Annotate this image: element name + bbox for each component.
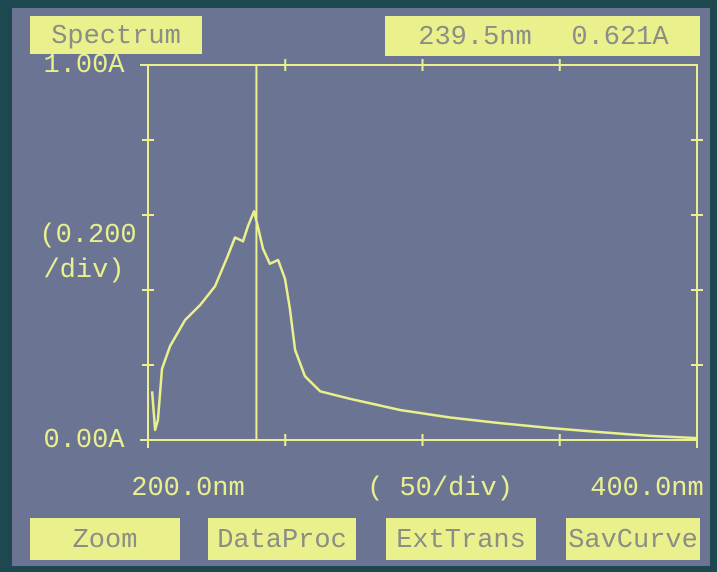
y-tick-label: 0.00A bbox=[43, 426, 125, 456]
softkey-label[interactable]: Zoom bbox=[73, 526, 138, 556]
y-label: /div) bbox=[43, 256, 124, 286]
screen: Spectrum 239.5nm 0.621A (0.200 /div) ( 5… bbox=[0, 0, 717, 572]
x-label: ( 50/div) bbox=[367, 474, 513, 504]
softkey-label[interactable]: DataProc bbox=[217, 526, 347, 556]
softkey-label[interactable]: ExtTrans bbox=[396, 526, 526, 556]
x-tick-label: 200.0nm bbox=[131, 474, 244, 504]
y-tick-label: 1.00A bbox=[43, 51, 125, 81]
x-tick-label: 400.0nm bbox=[590, 474, 703, 504]
y-label: (0.200 bbox=[39, 221, 136, 251]
page: Spectrum 239.5nm 0.621A (0.200 /div) ( 5… bbox=[0, 0, 717, 572]
cursor-y: 0.621A bbox=[571, 23, 669, 53]
softkey-label[interactable]: SavCurve bbox=[568, 526, 698, 556]
title: Spectrum bbox=[51, 22, 181, 52]
cursor-x: 239.5nm bbox=[418, 23, 531, 53]
